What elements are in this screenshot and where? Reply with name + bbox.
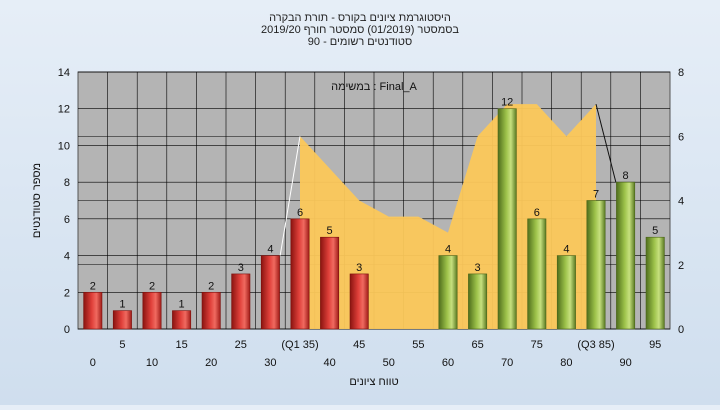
chart-title-line: בסמסטר (01/2019) סמסטר חורף 2019/20 <box>261 24 459 36</box>
data-label-75: 6 <box>534 207 540 219</box>
data-label-80: 4 <box>563 244 569 256</box>
x-tick-label-upper: 25 <box>235 339 247 351</box>
bar-15 <box>172 310 192 330</box>
y2-tick-label: 6 <box>678 131 684 143</box>
bar-30 <box>260 255 280 330</box>
y-tick-label: 4 <box>64 251 70 263</box>
y2-tick-label: 4 <box>678 196 684 208</box>
x-tick-label-lower: 60 <box>442 357 454 369</box>
data-label-70: 12 <box>501 97 513 109</box>
data-label-0: 2 <box>90 280 96 292</box>
data-label-30: 4 <box>267 244 273 256</box>
x-tick-label-upper: 45 <box>353 339 365 351</box>
bar-0 <box>83 291 103 330</box>
y-tick-label: 14 <box>58 67 70 79</box>
bar-95 <box>645 236 665 330</box>
x-tick-label-upper: (Q3 85) <box>577 339 614 351</box>
bar-20 <box>201 291 221 330</box>
x-tick-label-lower: 70 <box>501 357 513 369</box>
area-connector <box>279 136 301 256</box>
data-label-25: 3 <box>238 262 244 274</box>
data-label-15: 1 <box>179 299 185 311</box>
x-tick-label-upper: 55 <box>412 339 424 351</box>
data-label-35: 6 <box>297 207 303 219</box>
bar-10 <box>142 291 162 330</box>
y-tick-label: 6 <box>64 214 70 226</box>
y-tick-label: 10 <box>58 140 70 152</box>
x-tick-label-upper: 5 <box>119 339 125 351</box>
x-tick-label-upper: 95 <box>649 339 661 351</box>
x-tick-label-upper: 65 <box>471 339 483 351</box>
y-axis-title: מספר סטודנטים <box>31 163 43 238</box>
bar-90 <box>616 181 636 330</box>
y2-tick-label: 0 <box>678 324 684 336</box>
chart-title-line: סטודנטים רשומים - 90 <box>308 36 412 48</box>
bar-5 <box>112 310 132 330</box>
chart-title-line: היסטוגרמת ציונים בקורס - תורת הבקרה <box>269 12 451 24</box>
area-connector <box>595 104 617 183</box>
x-tick-label-upper: 15 <box>175 339 187 351</box>
bar-40 <box>320 236 340 330</box>
y2-tick-label: 2 <box>678 260 684 272</box>
x-tick-label-lower: 0 <box>90 357 96 369</box>
bar-45 <box>349 273 369 330</box>
data-label-20: 2 <box>208 280 214 292</box>
data-label-45: 3 <box>356 262 362 274</box>
y-tick-label: 8 <box>64 177 70 189</box>
x-tick-label-lower: 10 <box>146 357 158 369</box>
data-label-40: 5 <box>327 225 333 237</box>
x-tick-label-lower: 50 <box>383 357 395 369</box>
area-series <box>300 104 596 329</box>
data-label-95: 5 <box>652 225 658 237</box>
x-axis-title: טווח ציונים <box>349 376 398 388</box>
data-label-60: 4 <box>445 244 451 256</box>
x-tick-label-lower: 40 <box>323 357 335 369</box>
bar-85 <box>586 200 606 330</box>
x-tick-label-upper: 75 <box>531 339 543 351</box>
bar-80 <box>556 255 576 330</box>
x-tick-label-upper: (Q1 35) <box>281 339 318 351</box>
y2-tick-label: 8 <box>678 67 684 79</box>
data-label-5: 1 <box>119 299 125 311</box>
bar-70 <box>497 108 517 330</box>
x-tick-label-lower: 30 <box>264 357 276 369</box>
data-label-10: 2 <box>149 280 155 292</box>
data-label-85: 7 <box>593 189 599 201</box>
data-label-90: 8 <box>623 170 629 182</box>
bar-60 <box>438 255 458 330</box>
bar-25 <box>231 273 251 330</box>
data-label-65: 3 <box>475 262 481 274</box>
bar-75 <box>527 218 547 330</box>
x-tick-label-lower: 90 <box>619 357 631 369</box>
bar-65 <box>468 273 488 330</box>
y-tick-label: 12 <box>58 104 70 116</box>
x-tick-label-lower: 80 <box>560 357 572 369</box>
bar-35 <box>290 218 310 330</box>
y-tick-label: 0 <box>64 324 70 336</box>
y-tick-label: 2 <box>64 287 70 299</box>
task-annotation: במשימה : Final_A <box>331 81 417 93</box>
x-tick-label-lower: 20 <box>205 357 217 369</box>
